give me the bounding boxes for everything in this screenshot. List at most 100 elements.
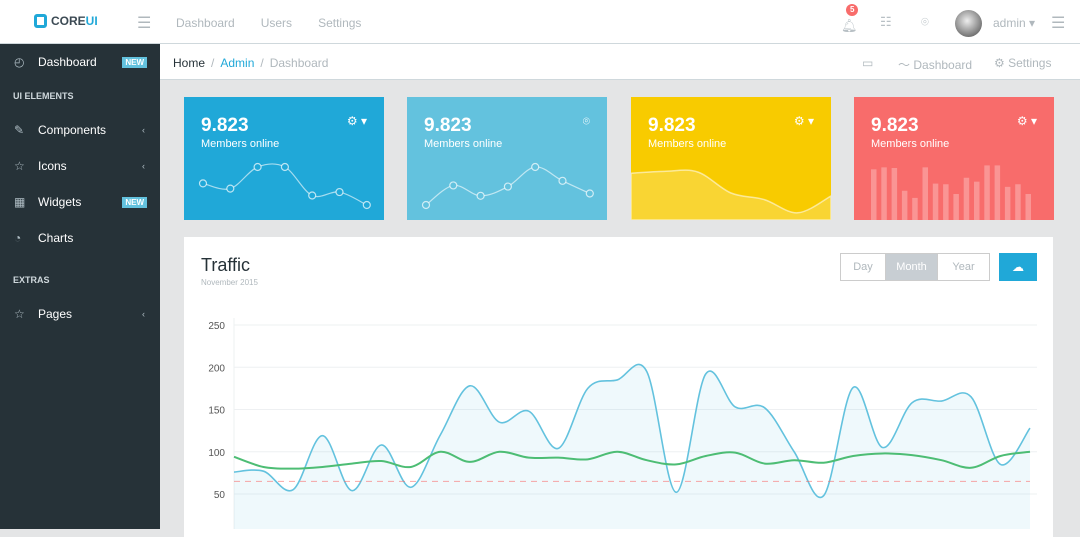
sparkline-bar [932, 183, 939, 220]
nav-dashboard[interactable]: Dashboard [176, 16, 235, 30]
range-year[interactable]: Year [937, 254, 989, 280]
sparkline [631, 169, 831, 220]
graph-icon: 〜 [898, 58, 911, 72]
card-subtitle: November 2015 [201, 278, 258, 287]
sparkline-point [308, 191, 317, 200]
sparkline-point [362, 200, 371, 210]
sparkline-bar [1025, 194, 1031, 220]
sparkline-bar [1015, 184, 1021, 220]
sparkline-bar [974, 181, 980, 220]
sparkline-bar [994, 165, 1001, 220]
breadcrumb-home[interactable]: Home [173, 56, 206, 70]
calculator-icon: ▦ [14, 195, 26, 209]
sidebar-item-label: Charts [38, 231, 74, 245]
gear-dropdown-icon[interactable]: ⚙ ▾ [346, 114, 367, 128]
sidebar-item-dashboard[interactable]: ◴ Dashboard NEW [0, 44, 160, 80]
sparkline-point [449, 181, 458, 190]
brand-accent: UI [85, 14, 98, 28]
sparkline-point [531, 162, 540, 172]
sparkline [198, 162, 371, 210]
range-day[interactable]: Day [853, 261, 873, 273]
sidebar-item-components[interactable]: ✎ Components ‹ [0, 112, 160, 148]
gear-icon: ⚙ [994, 56, 1005, 70]
sparkline-bar [922, 167, 928, 220]
sparkline-area [631, 169, 831, 220]
breadcrumb: Home / Admin / Dashboard ▭ 〜 Dashboard ⚙ S… [160, 44, 1080, 80]
sidebar-item-label: Dashboard [38, 55, 97, 69]
stat-label: Members online [871, 138, 950, 150]
cloud-download-icon: ☁ [1012, 260, 1024, 274]
stat-value: 9.823 [871, 115, 919, 136]
logo-icon [34, 14, 47, 28]
sidebar-item-widgets[interactable]: ▦ Widgets NEW [0, 184, 160, 220]
location-pin-icon[interactable]: ⌾ [921, 14, 929, 29]
stat-card: 9.823 Members online ⚙ ▾ [854, 97, 1054, 220]
star-icon: ☆ [14, 307, 25, 321]
sparkline-bar [1004, 186, 1011, 220]
download-button[interactable]: ☁ [999, 253, 1037, 281]
section-ui-elements: UI ELEMENTS [13, 91, 74, 101]
breadcrumb-settings-link[interactable]: ⚙ Settings [994, 56, 1051, 70]
traffic-card: Traffic November 2015 Day Month Year ☁ [184, 237, 1053, 537]
nav-settings[interactable]: Settings [318, 16, 362, 30]
gear-dropdown-icon[interactable]: ⚙ ▾ [793, 114, 814, 128]
sidebar-item-charts[interactable]: ◔ Charts [0, 220, 160, 256]
chevron-left-icon: ‹ [142, 125, 145, 135]
sparkline-bar [891, 168, 898, 220]
sparkline-bar [912, 197, 918, 220]
avatar[interactable] [955, 10, 982, 37]
sparkline-bar [984, 165, 990, 220]
y-tick-label: 250 [208, 321, 225, 332]
stat-card: 9.823 Members online ⚙ ▾ [631, 97, 831, 220]
brand-logo[interactable]: CORE UI [34, 14, 98, 28]
sparkline-bar [963, 177, 970, 220]
speech-icon[interactable]: ▭ [862, 56, 874, 70]
breadcrumb-admin[interactable]: Admin [220, 56, 255, 70]
sparkline-point [585, 189, 594, 198]
sparkline [871, 165, 1031, 220]
location-pin-icon[interactable]: ⌾ [582, 114, 590, 128]
bell-icon[interactable]: 🔔︎ [841, 18, 858, 33]
sparkline-bar [943, 184, 949, 220]
sidebar-item-icons[interactable]: ☆ Icons ‹ [0, 148, 160, 184]
sparkline-point [421, 200, 431, 210]
sidebar-toggle-icon[interactable]: ☰ [137, 15, 152, 32]
new-badge: NEW [122, 56, 147, 68]
sparkline-point [503, 182, 513, 191]
stat-value: 9.823 [648, 115, 696, 136]
star-icon: ☆ [14, 159, 25, 173]
sparkline-point [253, 162, 262, 172]
sparkline-bar [871, 169, 877, 220]
sidebar-item-pages[interactable]: ☆ Pages ‹ [0, 296, 160, 332]
sparkline [421, 162, 594, 210]
user-menu[interactable]: admin ▾ [993, 16, 1036, 30]
nav-users[interactable]: Users [260, 16, 293, 30]
top-header: CORE UI ☰ Dashboard Users Settings 🔔︎ 5 ☷… [0, 0, 1080, 44]
stat-label: Members online [201, 138, 280, 150]
puzzle-icon: ✎ [14, 123, 25, 137]
brand-text: CORE [51, 14, 86, 28]
series-area [234, 364, 1030, 529]
card-title: Traffic [201, 255, 251, 275]
sparkline-point [198, 179, 208, 188]
sparkline-bar [901, 190, 908, 220]
chevron-left-icon: ‹ [142, 161, 145, 171]
link-label: Settings [1008, 56, 1052, 70]
aside-toggle-icon[interactable]: ☰ [1051, 15, 1066, 32]
list-icon[interactable]: ☷ [880, 14, 892, 29]
series-line-1 [233, 450, 1031, 470]
sparkline-point [280, 162, 290, 172]
sidebar: ◴ Dashboard NEW UI ELEMENTS ✎ Components ‹ ☆… [0, 44, 160, 529]
sparkline-point [335, 187, 344, 197]
stat-label: Members online [648, 138, 727, 150]
gear-dropdown-icon[interactable]: ⚙ ▾ [1016, 114, 1037, 128]
sparkline-point [476, 191, 485, 200]
breadcrumb-dashboard-link[interactable]: 〜 Dashboard [898, 56, 972, 73]
range-month[interactable]: Month [885, 254, 937, 280]
sidebar-item-label: Pages [38, 307, 73, 321]
y-tick-label: 50 [214, 490, 226, 501]
sidebar-item-label: Widgets [38, 195, 82, 209]
username: admin [993, 16, 1026, 30]
new-badge: NEW [122, 196, 147, 208]
stat-card: 9.823 Members online ⌾ [407, 97, 607, 220]
